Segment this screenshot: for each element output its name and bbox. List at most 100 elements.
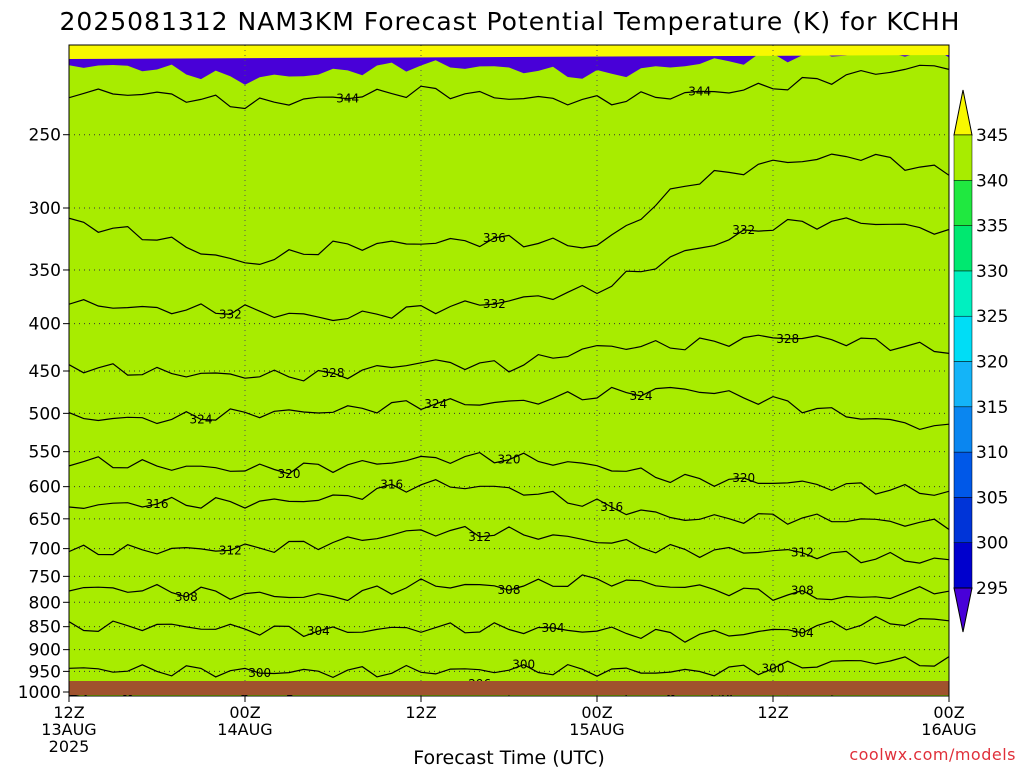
colorbar-extend-bottom [953, 587, 973, 633]
y-tick-label: 450 [29, 362, 61, 382]
contour-label: 312 [791, 546, 814, 560]
colorbar-swatch [953, 180, 973, 226]
contour-320 [69, 451, 949, 496]
colorbar-label: 340 [976, 171, 1008, 191]
contour-label: 320 [498, 453, 521, 467]
y-tick-label: 750 [29, 567, 61, 587]
colorbar-label: 345 [976, 126, 1008, 146]
x-axis-label: Forecast Time (UTC) [413, 747, 604, 768]
contour-label: 312 [468, 530, 491, 544]
y-tick-label: 950 [29, 662, 61, 682]
x-tick-label: 2025 [49, 737, 90, 756]
contour-label: 344 [688, 84, 711, 98]
colorbar-label: 300 [976, 534, 1008, 554]
y-tick-label: 400 [29, 315, 61, 335]
colorbar-swatch [953, 497, 973, 543]
x-tick-label: 12Z [53, 703, 84, 722]
colorbar-swatch [953, 406, 973, 453]
y-tick-label: 700 [29, 540, 61, 560]
contour-304 [69, 615, 949, 643]
contour-label: 332 [219, 307, 242, 321]
y-tick-label: 550 [29, 443, 61, 463]
contour-label: 324 [630, 389, 653, 403]
contour-label: 308 [175, 590, 198, 604]
colorbar: 295 300 305 310 315 320 325 330 335 340 345 [953, 89, 1008, 633]
y-tick-label: 500 [29, 404, 61, 424]
colorbar-extend-top [953, 89, 973, 136]
y-tick-label: 900 [29, 641, 61, 661]
y-axis: 250 300 350 400 450 500 550 600 650 700 750 800 850 9… [18, 126, 69, 703]
colorbar-label: 335 [976, 217, 1008, 237]
contour-label: 328 [322, 366, 345, 380]
contour-336 [69, 153, 949, 266]
y-tick-label: 600 [29, 478, 61, 498]
contour-label: 300 [248, 666, 271, 680]
contour-label: 320 [732, 471, 755, 485]
colorbar-swatch [953, 542, 973, 589]
colorbar-swatch [953, 315, 973, 362]
chart-title: 2025081312 NAM3KM Forecast Potential Tem… [60, 7, 961, 36]
contour-344 [69, 64, 949, 110]
x-tick-label: 13AUG [41, 720, 96, 739]
contour-label: 324 [424, 397, 447, 411]
y-tick-label: 850 [29, 618, 61, 638]
colorbar-label: 310 [976, 443, 1008, 463]
colorbar-swatch [953, 451, 973, 498]
colorbar-label: 295 [976, 579, 1008, 599]
contour-label: 304 [791, 626, 814, 640]
contour-label: 300 [762, 662, 785, 676]
contour-308 [69, 574, 949, 602]
contour-328 [69, 334, 949, 382]
contour-label: 308 [791, 584, 814, 598]
terrain-band [69, 681, 949, 695]
contour-312 [69, 525, 949, 564]
contour-label: 308 [498, 583, 521, 597]
x-tick-label: 16AUG [921, 720, 976, 739]
x-tick-label: 00Z [229, 703, 260, 722]
contour-label: 304 [542, 621, 565, 635]
y-tick-label: 1000 [18, 683, 61, 703]
colorbar-swatch [953, 361, 973, 408]
contour-label: 324 [190, 412, 213, 426]
contour-332 [69, 217, 949, 322]
contour-300 [69, 656, 949, 679]
contour-label: 316 [380, 477, 403, 491]
contour-324 [69, 386, 949, 431]
colorbar-swatch [953, 270, 973, 317]
fill-band-top [69, 45, 949, 59]
y-tick-label: 300 [29, 199, 61, 219]
x-tick-label: 12Z [757, 703, 788, 722]
x-tick-label: 15AUG [569, 720, 624, 739]
credit-link[interactable]: coolwx.com/models [849, 745, 1016, 764]
contour-label: 332 [483, 297, 506, 311]
contour-label: 320 [278, 467, 301, 481]
colorbar-swatch [953, 134, 973, 181]
y-tick-label: 350 [29, 261, 61, 281]
contour-label: 328 [776, 332, 799, 346]
x-tick-label: 00Z [933, 703, 964, 722]
contour-label: 300 [512, 658, 535, 672]
contour-label: 304 [307, 624, 330, 638]
potential-temperature-fill [69, 45, 949, 696]
contour-label: 336 [483, 231, 506, 245]
colorbar-label: 325 [976, 307, 1008, 327]
contour-label: 316 [600, 500, 623, 514]
colorbar-swatch [953, 225, 973, 272]
contour-label: 344 [336, 92, 359, 106]
x-tick-label: 00Z [581, 703, 612, 722]
colorbar-label: 315 [976, 398, 1008, 418]
x-tick-label: 14AUG [217, 720, 272, 739]
plot-area: 2962962963003003003043043043083083083123… [68, 44, 950, 699]
contour-label: 312 [219, 543, 242, 557]
contour-label: 316 [146, 497, 169, 511]
colorbar-label: 330 [976, 262, 1008, 282]
y-tick-label: 650 [29, 510, 61, 530]
y-tick-label: 800 [29, 593, 61, 613]
x-tick-label: 12Z [405, 703, 436, 722]
colorbar-label: 320 [976, 353, 1008, 373]
contour-316 [69, 479, 949, 530]
colorbar-label: 305 [976, 488, 1008, 508]
contour-label: 332 [732, 223, 755, 237]
